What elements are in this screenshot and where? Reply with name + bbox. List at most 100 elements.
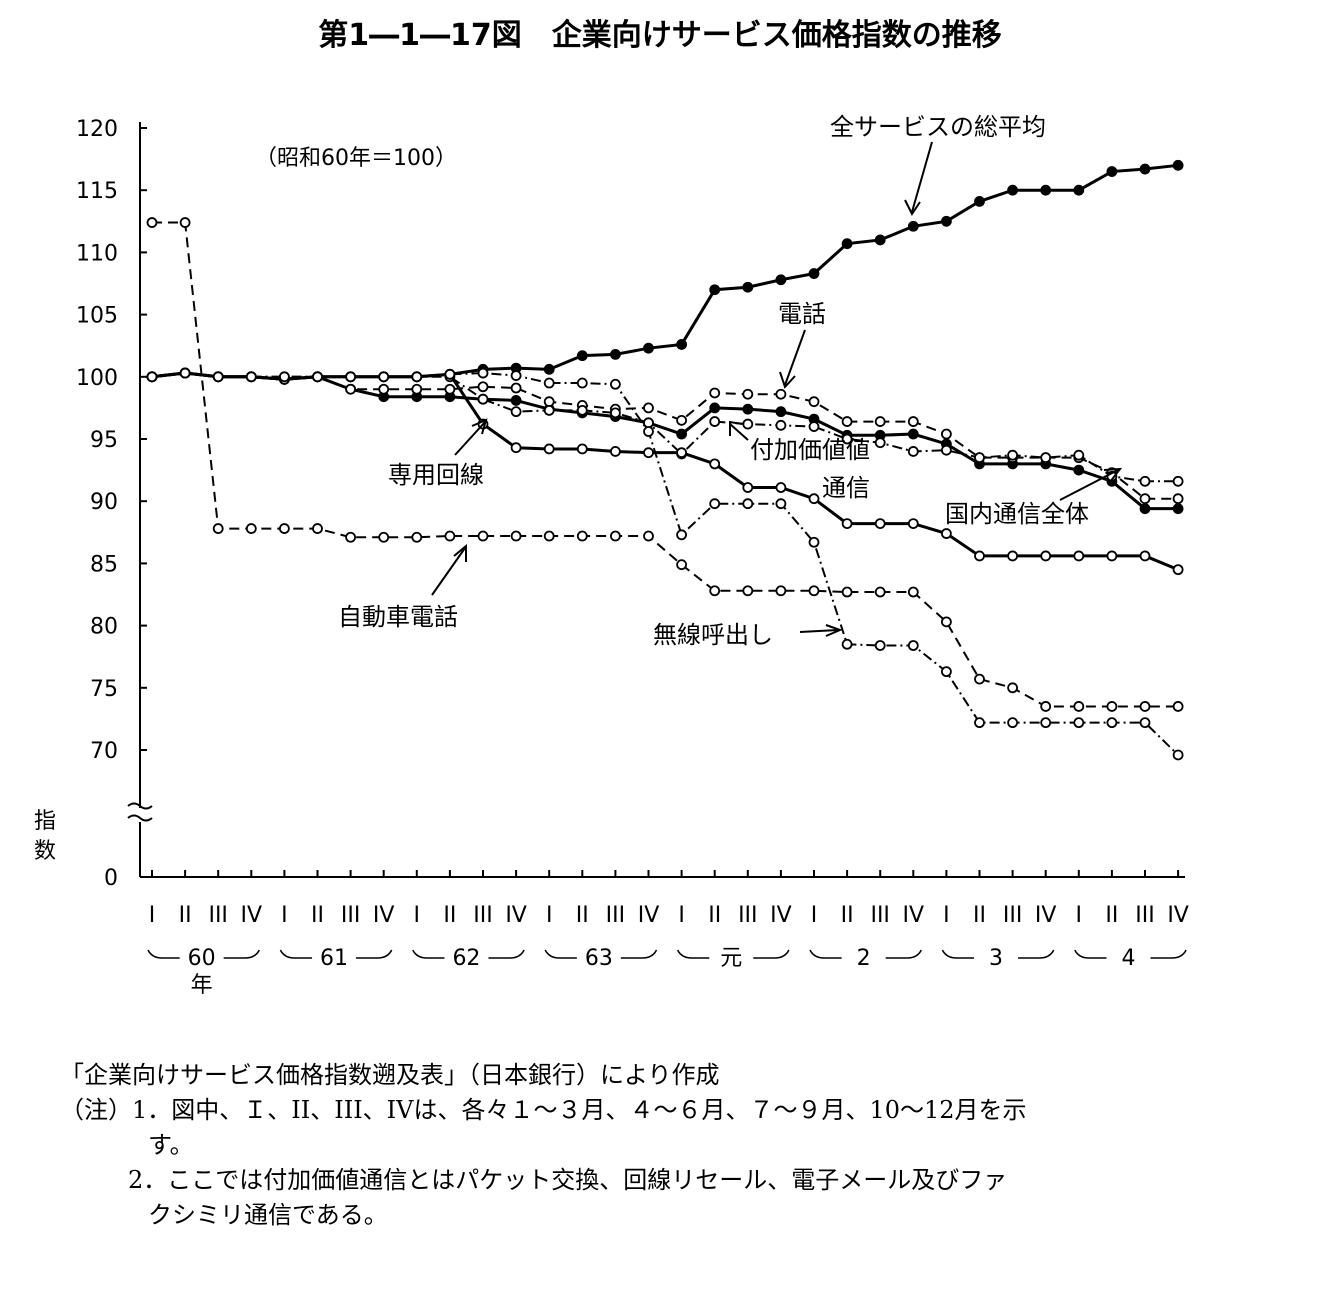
y-tick-label: 0 <box>104 866 118 891</box>
data-point <box>543 530 555 542</box>
label-total: 全サービスの総平均 <box>830 113 1046 141</box>
y-tick-label: 85 <box>90 552 118 577</box>
data-point <box>1139 717 1151 729</box>
data-point <box>1007 550 1018 562</box>
year-label: 2 <box>857 946 871 971</box>
data-point <box>874 234 886 246</box>
year-label: 62 <box>452 946 480 971</box>
data-point <box>941 444 952 456</box>
data-point <box>841 416 853 427</box>
data-point <box>742 403 754 415</box>
data-point <box>576 530 588 542</box>
data-point <box>312 371 323 383</box>
x-tick-label: II <box>841 903 854 928</box>
data-point <box>775 388 787 400</box>
data-point <box>378 371 390 383</box>
data-point <box>477 530 489 542</box>
x-tick-label: III <box>473 903 492 928</box>
data-point <box>146 371 158 383</box>
data-point <box>742 498 754 510</box>
data-point <box>742 418 754 430</box>
data-point <box>643 342 654 354</box>
data-point <box>411 383 423 395</box>
data-point <box>345 371 357 383</box>
x-tick-label: IV <box>903 903 925 928</box>
series-line <box>151 372 1179 500</box>
data-point <box>874 586 886 598</box>
x-tick-label: I <box>1076 903 1083 928</box>
data-point <box>576 404 588 416</box>
data-point <box>709 402 721 414</box>
data-point <box>874 518 886 529</box>
data-point <box>907 428 919 440</box>
data-point <box>477 381 489 393</box>
year-bracket <box>1074 949 1187 959</box>
series-line <box>151 372 1179 756</box>
year-label: 4 <box>1121 946 1135 971</box>
data-point <box>477 367 489 379</box>
data-point <box>1106 550 1118 562</box>
year-label: 60 <box>188 946 216 971</box>
data-point <box>808 421 820 432</box>
data-point <box>941 428 952 440</box>
data-point <box>709 387 721 399</box>
data-point <box>709 416 721 427</box>
y-axis-label: 指 <box>34 809 56 834</box>
year-bracket <box>147 949 260 959</box>
data-point <box>510 382 522 394</box>
x-tick-label: III <box>208 903 227 928</box>
x-tick-label: III <box>1135 903 1154 928</box>
data-point <box>1139 701 1151 712</box>
data-point <box>543 363 555 375</box>
year-bracket <box>941 949 1055 959</box>
x-tick-label: II <box>1105 903 1118 928</box>
data-point <box>378 383 390 395</box>
data-point <box>808 585 820 597</box>
series-line <box>151 371 1179 511</box>
data-point <box>775 482 787 493</box>
data-point <box>179 367 191 379</box>
data-point <box>1040 184 1052 196</box>
data-point <box>610 530 621 542</box>
data-point <box>941 215 952 227</box>
data-point <box>1073 717 1085 729</box>
series-line <box>151 371 1179 572</box>
x-tick-label: II <box>443 903 456 928</box>
year-label: 61 <box>320 946 348 971</box>
data-point <box>742 482 754 493</box>
data-point <box>643 530 654 542</box>
label-van: 付加価値値 <box>750 436 870 464</box>
chart-title: 第1―1―17図 企業向けサービス価格指数の推移 <box>318 18 1002 53</box>
data-point <box>245 371 257 383</box>
series-電話 <box>146 367 1184 505</box>
data-point <box>874 437 886 449</box>
data-point <box>874 640 886 651</box>
data-point <box>212 371 224 383</box>
data-point <box>610 349 621 360</box>
x-tick-label: III <box>870 903 889 928</box>
data-point <box>245 523 257 534</box>
data-point <box>676 447 687 459</box>
data-point <box>841 433 853 445</box>
x-tick-label: II <box>708 903 721 928</box>
data-point <box>676 559 687 571</box>
data-point <box>907 446 919 457</box>
data-point <box>179 217 191 228</box>
data-point <box>1172 749 1184 761</box>
data-point <box>543 404 555 416</box>
line-chart: 第1―1―17図 企業向けサービス価格指数の推移 （昭和60年＝100） 120… <box>34 18 1189 998</box>
data-point <box>974 717 985 729</box>
y-tick-label: 95 <box>90 428 118 453</box>
data-point <box>874 416 886 427</box>
data-point <box>1106 701 1118 712</box>
series-専用回線 <box>146 367 1184 576</box>
data-point <box>1007 449 1018 461</box>
data-point <box>543 396 555 408</box>
year-suffix: 年 <box>191 973 213 998</box>
data-point <box>411 531 423 543</box>
label-phone: 電話 <box>778 300 826 328</box>
data-point <box>610 378 621 390</box>
data-point <box>676 339 687 350</box>
label-leased: 専用回線 <box>388 461 484 489</box>
year-bracket <box>412 949 525 959</box>
